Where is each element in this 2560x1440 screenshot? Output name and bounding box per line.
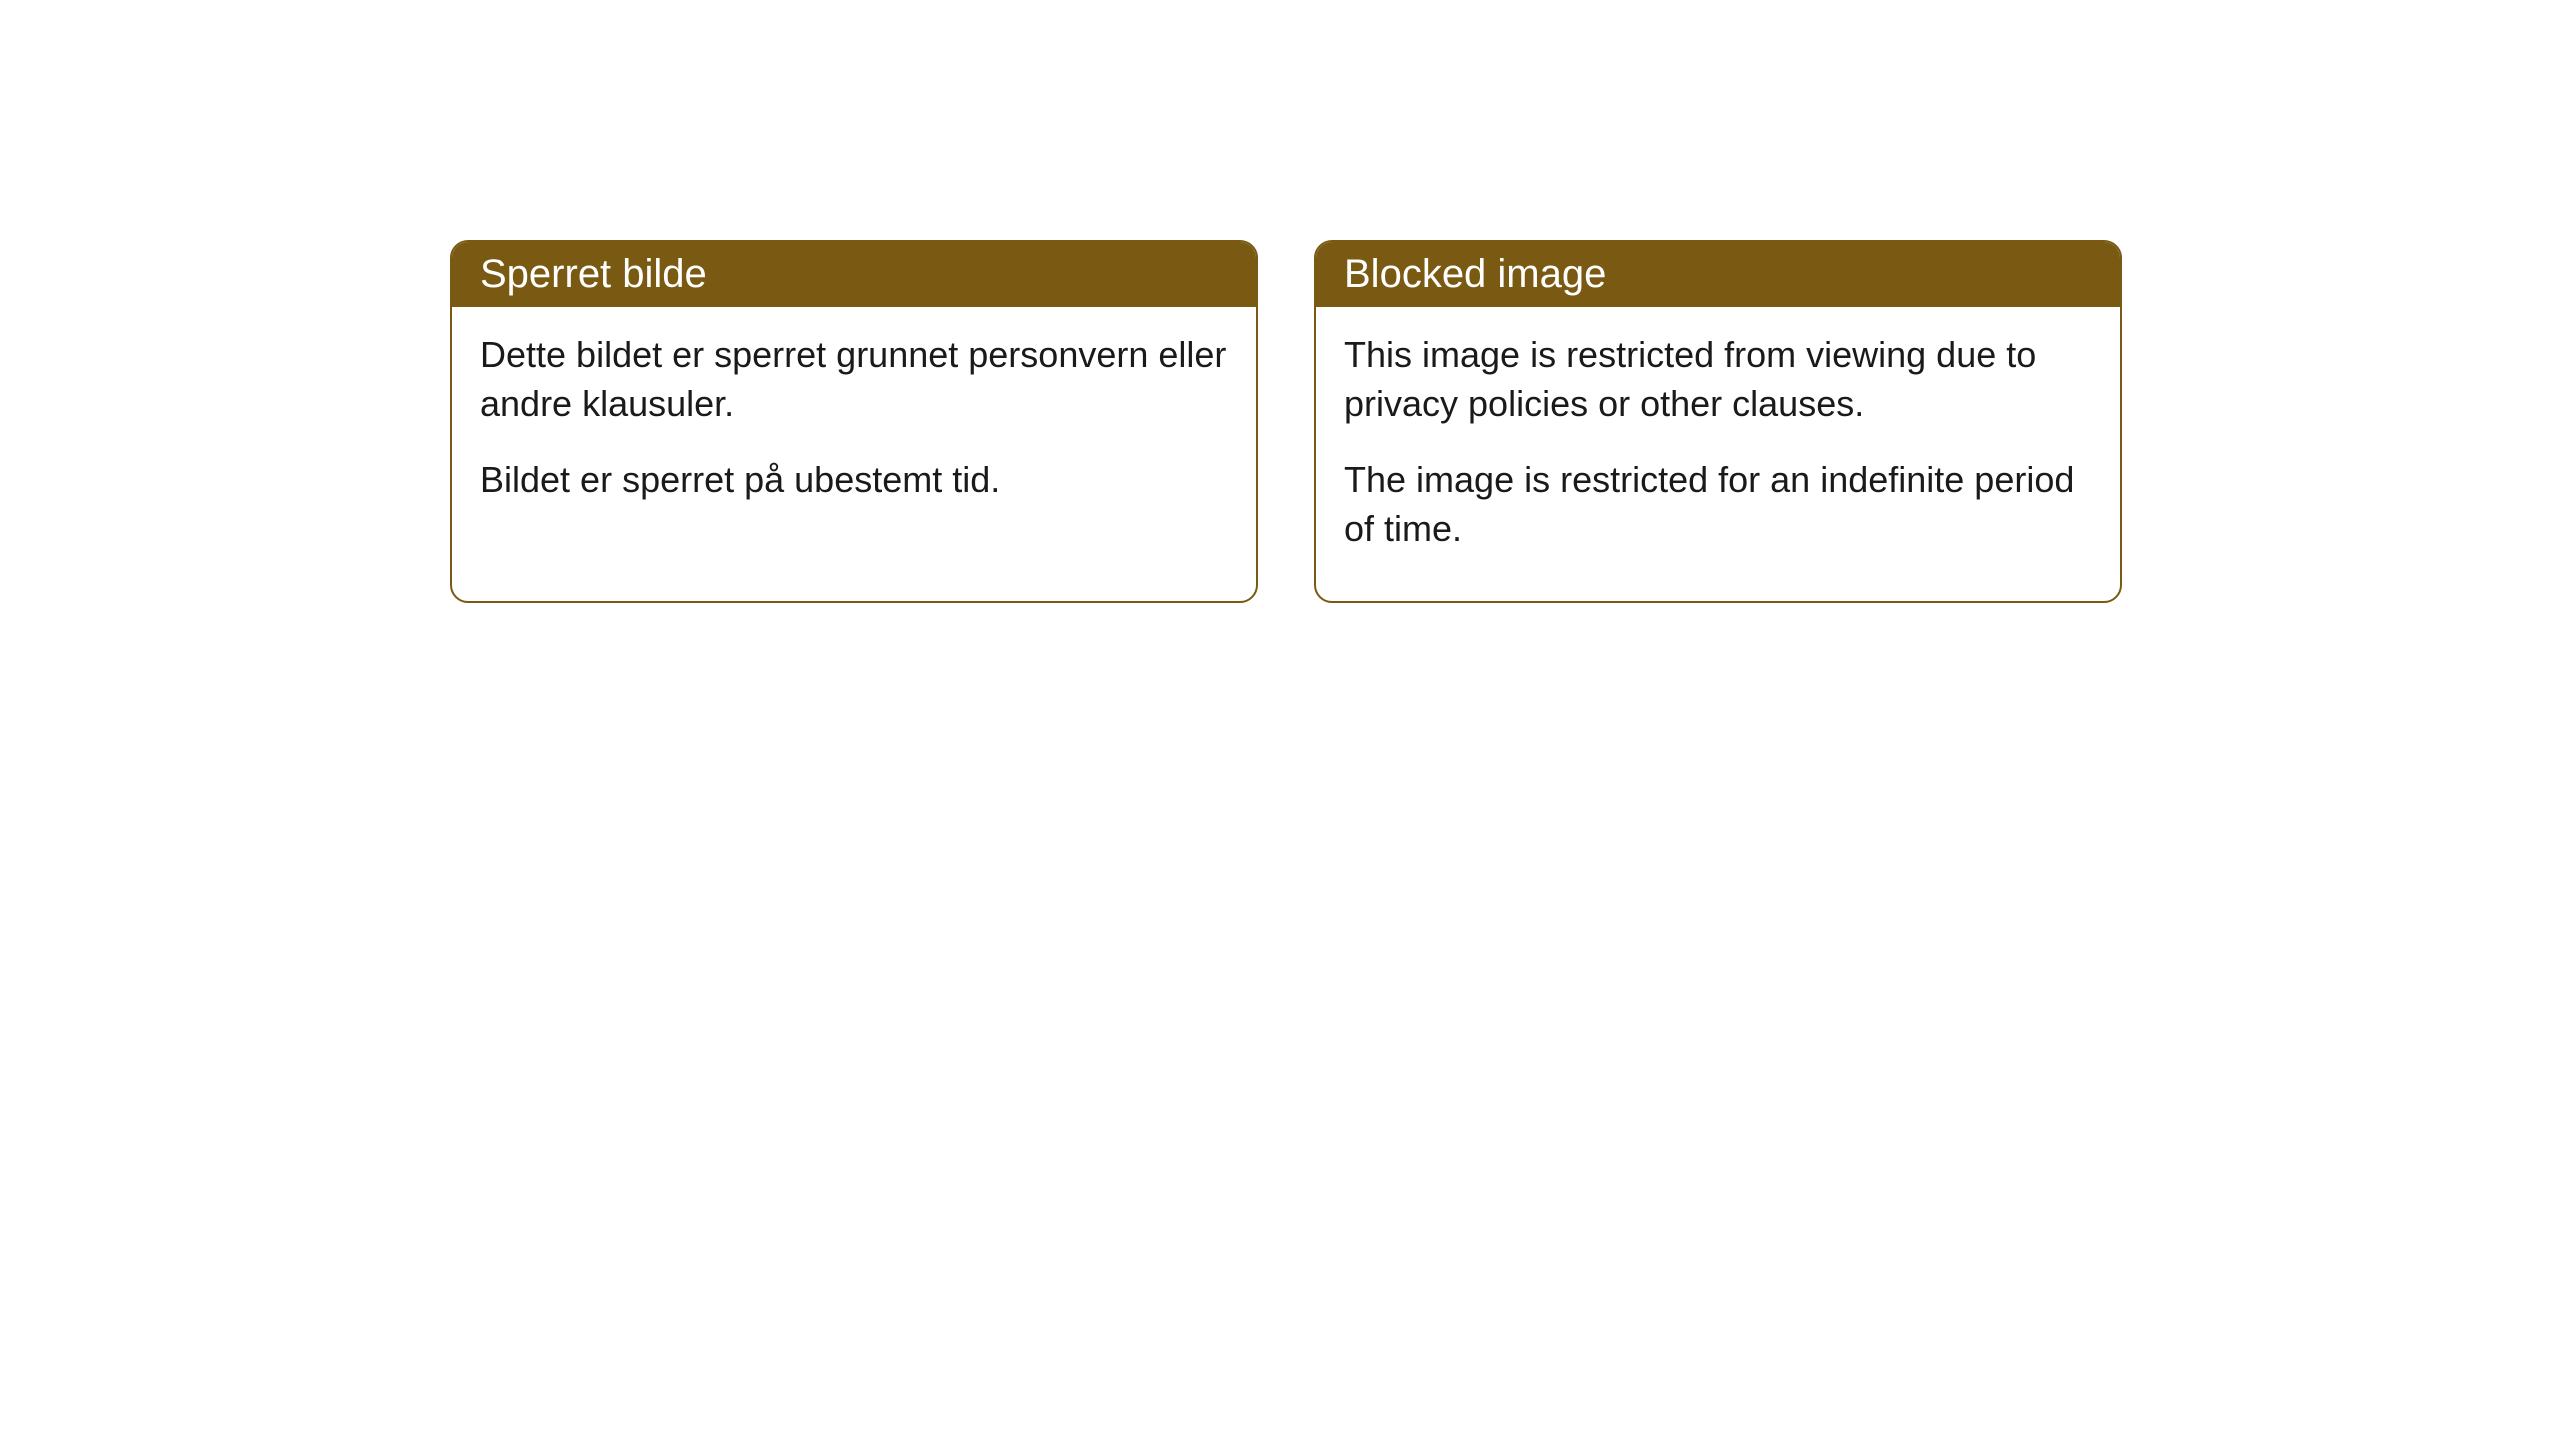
notice-cards-container: Sperret bilde Dette bildet er sperret gr… (450, 240, 2122, 603)
card-body: This image is restricted from viewing du… (1316, 307, 2120, 601)
card-paragraph: This image is restricted from viewing du… (1344, 331, 2092, 428)
card-title: Sperret bilde (480, 252, 707, 296)
card-paragraph: Dette bildet er sperret grunnet personve… (480, 331, 1228, 428)
card-title: Blocked image (1344, 252, 1606, 296)
card-body: Dette bildet er sperret grunnet personve… (452, 307, 1256, 553)
card-header: Blocked image (1316, 242, 2120, 307)
card-header: Sperret bilde (452, 242, 1256, 307)
card-paragraph: Bildet er sperret på ubestemt tid. (480, 456, 1228, 505)
card-paragraph: The image is restricted for an indefinit… (1344, 456, 2092, 553)
notice-card-english: Blocked image This image is restricted f… (1314, 240, 2122, 603)
notice-card-norwegian: Sperret bilde Dette bildet er sperret gr… (450, 240, 1258, 603)
